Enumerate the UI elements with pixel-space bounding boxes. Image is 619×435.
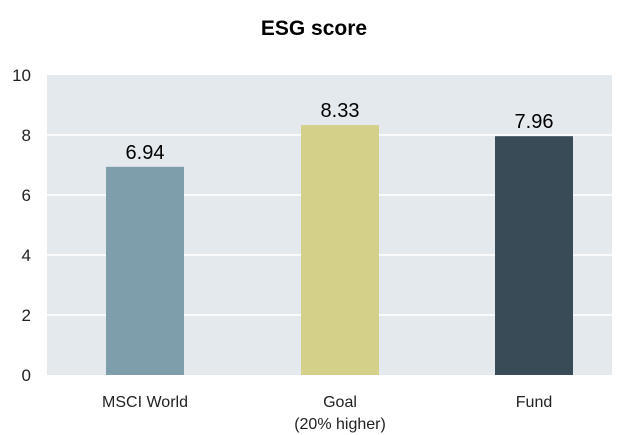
y-axis-ticks: 0 2 4 6 8 10	[12, 66, 31, 385]
x-category-label: Goal	[323, 394, 357, 411]
y-tick-label: 8	[22, 126, 31, 145]
x-axis-categories: MSCI World Goal (20% higher) Fund	[102, 394, 552, 433]
bars	[106, 125, 573, 375]
y-tick-label: 2	[22, 306, 31, 325]
y-tick-label: 0	[22, 366, 31, 385]
bar-value-label: 7.96	[515, 111, 554, 133]
y-tick-label: 6	[22, 186, 31, 205]
chart-title: ESG score	[261, 17, 367, 40]
x-category-label: Fund	[516, 394, 552, 411]
y-tick-label: 4	[22, 246, 31, 265]
y-tick-label: 10	[12, 66, 31, 85]
bar-value-label: 6.94	[126, 142, 165, 164]
x-category-label: (20% higher)	[294, 416, 386, 433]
bar	[301, 125, 379, 375]
bar-value-label: 8.33	[321, 100, 360, 122]
bar	[495, 136, 573, 375]
x-category-label: MSCI World	[102, 394, 188, 411]
bar	[106, 166, 184, 375]
value-labels: 6.94 8.33 7.96	[126, 100, 554, 164]
